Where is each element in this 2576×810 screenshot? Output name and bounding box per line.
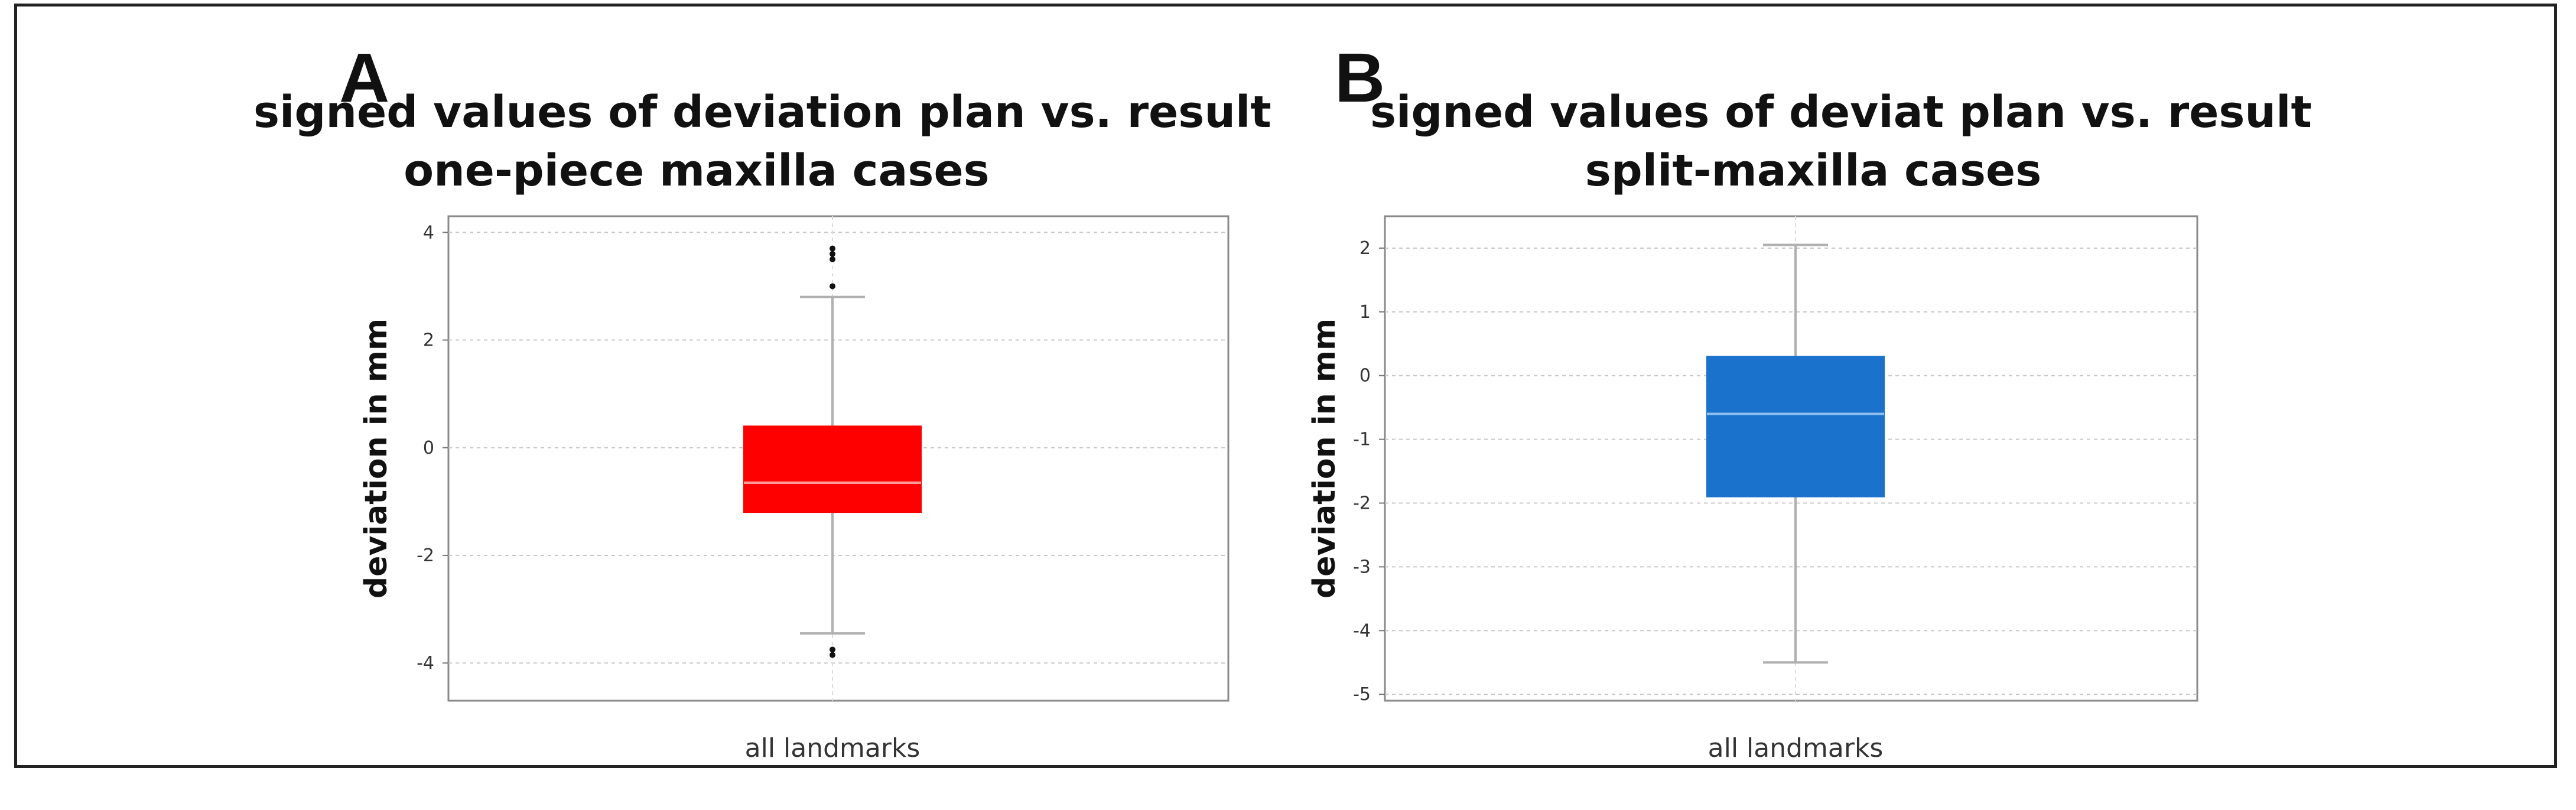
y-tick-label: -2 [417, 545, 434, 566]
y-tick-label: -1 [1353, 430, 1371, 450]
y-tick-label: 0 [1359, 366, 1371, 386]
y-tick-label: 1 [1359, 302, 1371, 323]
y-tick-label: -2 [1353, 493, 1371, 514]
box-plot-a: -4 -2 0 2 4 all landmarks deviation in mm [359, 215, 1230, 763]
y-tick-label: 2 [423, 330, 434, 351]
chart-title-b: signed values of deviat plan vs. result … [1370, 83, 2312, 200]
y-tick-label: 0 [423, 438, 434, 458]
outlier-point [830, 256, 835, 262]
y-tick-label: -4 [417, 653, 434, 674]
chart-title-a-line-1: signed values of deviation plan vs. resu… [253, 87, 1271, 138]
x-category-label-b: all landmarks [1708, 733, 1884, 763]
y-tick-label: -4 [1353, 620, 1371, 641]
outlier-point [830, 283, 835, 289]
outlier-point [830, 245, 835, 252]
y-tick-label: -3 [1353, 557, 1371, 577]
y-tick-label: 2 [1359, 238, 1371, 259]
box-plot-b: -5 -4 -3 -2 -1 0 1 2 all landmarks deviation in m… [1307, 215, 2198, 763]
y-tick-label: 4 [423, 222, 434, 243]
chart-title-a-line-2: one-piece maxilla cases [404, 145, 990, 197]
box-b [1706, 356, 1885, 497]
y-axis-label-a: deviation in mm [359, 318, 394, 598]
panel-letter-b: B [1335, 39, 1385, 117]
y-tick-label: -5 [1353, 684, 1371, 705]
x-category-label-a: all landmarks [745, 733, 921, 763]
panel-letter-a: A [339, 39, 390, 117]
chart-title-b-line-1: signed values of deviat plan vs. result [1370, 87, 2312, 138]
outlier-point [830, 646, 835, 653]
chart-title-b-line-2: split-maxilla cases [1585, 145, 2042, 197]
outlier-point [830, 652, 835, 658]
box-a [743, 425, 922, 513]
outlier-point [830, 251, 835, 257]
figure-frame: A signed values of deviation plan vs. re… [14, 4, 2557, 768]
chart-title-a: signed values of deviation plan vs. resu… [253, 83, 1271, 200]
y-axis-label-b: deviation in mm [1307, 318, 1342, 598]
